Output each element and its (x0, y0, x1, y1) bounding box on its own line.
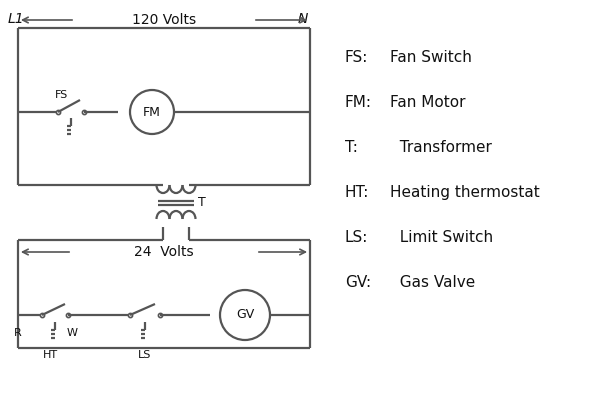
Text: HT: HT (42, 350, 58, 360)
Text: HT:: HT: (345, 185, 369, 200)
Text: GV: GV (236, 308, 254, 322)
Text: W: W (67, 328, 77, 338)
Text: Gas Valve: Gas Valve (390, 275, 476, 290)
Text: LS:: LS: (345, 230, 368, 245)
Text: FS: FS (55, 90, 68, 100)
Text: 24  Volts: 24 Volts (134, 245, 194, 259)
Text: LS: LS (138, 350, 152, 360)
Text: FM:: FM: (345, 95, 372, 110)
Text: R: R (14, 328, 22, 338)
Text: FM: FM (143, 106, 161, 118)
Text: GV:: GV: (345, 275, 371, 290)
Text: Limit Switch: Limit Switch (390, 230, 493, 245)
Text: Heating thermostat: Heating thermostat (390, 185, 540, 200)
Text: 120 Volts: 120 Volts (132, 13, 196, 27)
Text: FS:: FS: (345, 50, 368, 65)
Text: L1: L1 (8, 12, 25, 26)
Text: Fan Motor: Fan Motor (390, 95, 466, 110)
Text: Transformer: Transformer (390, 140, 492, 155)
Text: N: N (298, 12, 309, 26)
Text: T:: T: (345, 140, 358, 155)
Text: Fan Switch: Fan Switch (390, 50, 472, 65)
Text: T: T (198, 196, 206, 210)
